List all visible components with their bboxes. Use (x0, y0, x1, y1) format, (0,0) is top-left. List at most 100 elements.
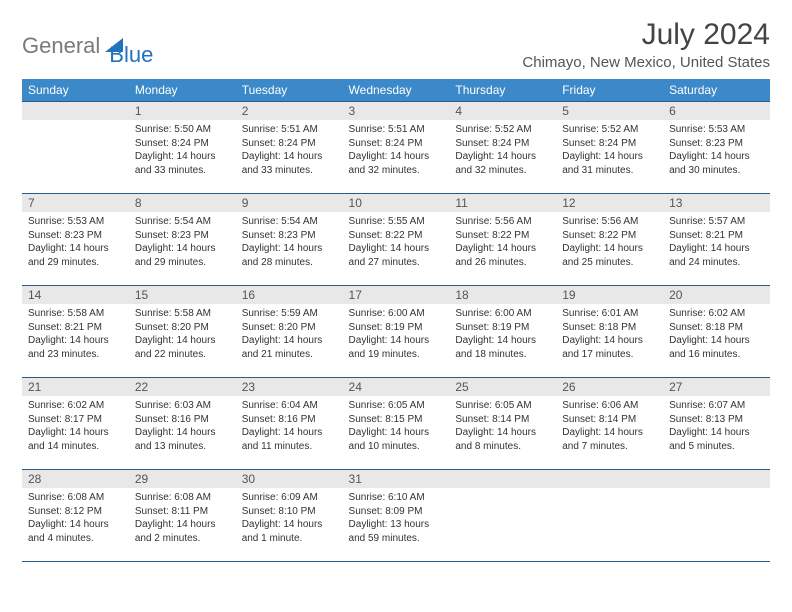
sunset-label: Sunset: 8:21 PM (28, 321, 123, 335)
sunset-label: Sunset: 8:16 PM (135, 413, 230, 427)
title-block: July 2024 Chimayo, New Mexico, United St… (522, 18, 770, 71)
daylight-line2: and 4 minutes. (28, 532, 123, 546)
week-row: 1Sunrise: 5:50 AMSunset: 8:24 PMDaylight… (22, 102, 770, 194)
day-body: Sunrise: 5:51 AMSunset: 8:24 PMDaylight:… (343, 120, 450, 181)
daylight-line1: Daylight: 14 hours (28, 518, 123, 532)
day-body: Sunrise: 6:02 AMSunset: 8:18 PMDaylight:… (663, 304, 770, 365)
sunrise-label: Sunrise: 6:02 AM (669, 307, 764, 321)
daylight-line1: Daylight: 14 hours (455, 242, 550, 256)
sunrise-label: Sunrise: 6:08 AM (135, 491, 230, 505)
day-body: Sunrise: 6:05 AMSunset: 8:15 PMDaylight:… (343, 396, 450, 457)
daylight-line2: and 32 minutes. (349, 164, 444, 178)
day-cell: 8Sunrise: 5:54 AMSunset: 8:23 PMDaylight… (129, 194, 236, 286)
daylight-line2: and 28 minutes. (242, 256, 337, 270)
day-number: 26 (556, 378, 663, 396)
daylight-line1: Daylight: 14 hours (669, 426, 764, 440)
day-number: 25 (449, 378, 556, 396)
day-number: 20 (663, 286, 770, 304)
header: General Blue July 2024 Chimayo, New Mexi… (22, 18, 770, 71)
day-number: 18 (449, 286, 556, 304)
day-body: Sunrise: 5:54 AMSunset: 8:23 PMDaylight:… (236, 212, 343, 273)
daylight-line2: and 10 minutes. (349, 440, 444, 454)
daylight-line1: Daylight: 14 hours (669, 242, 764, 256)
day-body: Sunrise: 5:51 AMSunset: 8:24 PMDaylight:… (236, 120, 343, 181)
daylight-line1: Daylight: 14 hours (242, 242, 337, 256)
sunrise-label: Sunrise: 5:51 AM (242, 123, 337, 137)
day-body: Sunrise: 5:52 AMSunset: 8:24 PMDaylight:… (556, 120, 663, 181)
daylight-line1: Daylight: 14 hours (135, 150, 230, 164)
day-cell: 5Sunrise: 5:52 AMSunset: 8:24 PMDaylight… (556, 102, 663, 194)
day-cell: 16Sunrise: 5:59 AMSunset: 8:20 PMDayligh… (236, 286, 343, 378)
day-number: 14 (22, 286, 129, 304)
daylight-line1: Daylight: 14 hours (669, 150, 764, 164)
day-body: Sunrise: 5:55 AMSunset: 8:22 PMDaylight:… (343, 212, 450, 273)
daylight-line2: and 13 minutes. (135, 440, 230, 454)
daylight-line1: Daylight: 14 hours (562, 150, 657, 164)
week-row: 7Sunrise: 5:53 AMSunset: 8:23 PMDaylight… (22, 194, 770, 286)
dow-row: Sunday Monday Tuesday Wednesday Thursday… (22, 79, 770, 102)
sunrise-label: Sunrise: 5:57 AM (669, 215, 764, 229)
sunrise-label: Sunrise: 6:05 AM (455, 399, 550, 413)
day-cell: 29Sunrise: 6:08 AMSunset: 8:11 PMDayligh… (129, 470, 236, 562)
day-cell: 10Sunrise: 5:55 AMSunset: 8:22 PMDayligh… (343, 194, 450, 286)
dow-friday: Friday (556, 79, 663, 102)
sunset-label: Sunset: 8:18 PM (562, 321, 657, 335)
sunset-label: Sunset: 8:20 PM (242, 321, 337, 335)
sunset-label: Sunset: 8:22 PM (455, 229, 550, 243)
day-number: 1 (129, 102, 236, 120)
daylight-line2: and 31 minutes. (562, 164, 657, 178)
daylight-line1: Daylight: 14 hours (455, 426, 550, 440)
sunrise-label: Sunrise: 5:56 AM (562, 215, 657, 229)
daylight-line2: and 8 minutes. (455, 440, 550, 454)
daylight-line1: Daylight: 14 hours (562, 426, 657, 440)
sunset-label: Sunset: 8:11 PM (135, 505, 230, 519)
day-number: 8 (129, 194, 236, 212)
dow-sunday: Sunday (22, 79, 129, 102)
daylight-line1: Daylight: 14 hours (349, 242, 444, 256)
calendar-table: Sunday Monday Tuesday Wednesday Thursday… (22, 79, 770, 562)
sunset-label: Sunset: 8:14 PM (455, 413, 550, 427)
day-cell: 11Sunrise: 5:56 AMSunset: 8:22 PMDayligh… (449, 194, 556, 286)
sunrise-label: Sunrise: 5:55 AM (349, 215, 444, 229)
day-body: Sunrise: 6:08 AMSunset: 8:12 PMDaylight:… (22, 488, 129, 549)
sunrise-label: Sunrise: 6:03 AM (135, 399, 230, 413)
sunset-label: Sunset: 8:24 PM (349, 137, 444, 151)
sunrise-label: Sunrise: 5:53 AM (669, 123, 764, 137)
day-cell (449, 470, 556, 562)
daylight-line2: and 21 minutes. (242, 348, 337, 362)
day-number: 23 (236, 378, 343, 396)
daylight-line2: and 18 minutes. (455, 348, 550, 362)
day-number: 13 (663, 194, 770, 212)
day-cell: 12Sunrise: 5:56 AMSunset: 8:22 PMDayligh… (556, 194, 663, 286)
day-cell (22, 102, 129, 194)
day-cell: 31Sunrise: 6:10 AMSunset: 8:09 PMDayligh… (343, 470, 450, 562)
day-body: Sunrise: 6:04 AMSunset: 8:16 PMDaylight:… (236, 396, 343, 457)
sunrise-label: Sunrise: 5:56 AM (455, 215, 550, 229)
week-row: 14Sunrise: 5:58 AMSunset: 8:21 PMDayligh… (22, 286, 770, 378)
day-cell: 27Sunrise: 6:07 AMSunset: 8:13 PMDayligh… (663, 378, 770, 470)
sunset-label: Sunset: 8:19 PM (349, 321, 444, 335)
daylight-line1: Daylight: 14 hours (135, 518, 230, 532)
daylight-line2: and 17 minutes. (562, 348, 657, 362)
day-body: Sunrise: 5:53 AMSunset: 8:23 PMDaylight:… (663, 120, 770, 181)
day-number: 24 (343, 378, 450, 396)
daylight-line1: Daylight: 14 hours (135, 242, 230, 256)
daylight-line1: Daylight: 14 hours (455, 150, 550, 164)
daylight-line2: and 29 minutes. (28, 256, 123, 270)
daylight-line1: Daylight: 13 hours (349, 518, 444, 532)
day-cell: 22Sunrise: 6:03 AMSunset: 8:16 PMDayligh… (129, 378, 236, 470)
daylight-line2: and 1 minute. (242, 532, 337, 546)
day-number: 27 (663, 378, 770, 396)
day-cell: 20Sunrise: 6:02 AMSunset: 8:18 PMDayligh… (663, 286, 770, 378)
day-number (449, 470, 556, 488)
day-number: 4 (449, 102, 556, 120)
logo-text-gray: General (22, 33, 100, 59)
daylight-line2: and 59 minutes. (349, 532, 444, 546)
day-cell: 28Sunrise: 6:08 AMSunset: 8:12 PMDayligh… (22, 470, 129, 562)
day-cell: 26Sunrise: 6:06 AMSunset: 8:14 PMDayligh… (556, 378, 663, 470)
day-cell: 23Sunrise: 6:04 AMSunset: 8:16 PMDayligh… (236, 378, 343, 470)
day-body: Sunrise: 5:50 AMSunset: 8:24 PMDaylight:… (129, 120, 236, 181)
sunrise-label: Sunrise: 5:54 AM (135, 215, 230, 229)
sunrise-label: Sunrise: 5:50 AM (135, 123, 230, 137)
day-number: 21 (22, 378, 129, 396)
